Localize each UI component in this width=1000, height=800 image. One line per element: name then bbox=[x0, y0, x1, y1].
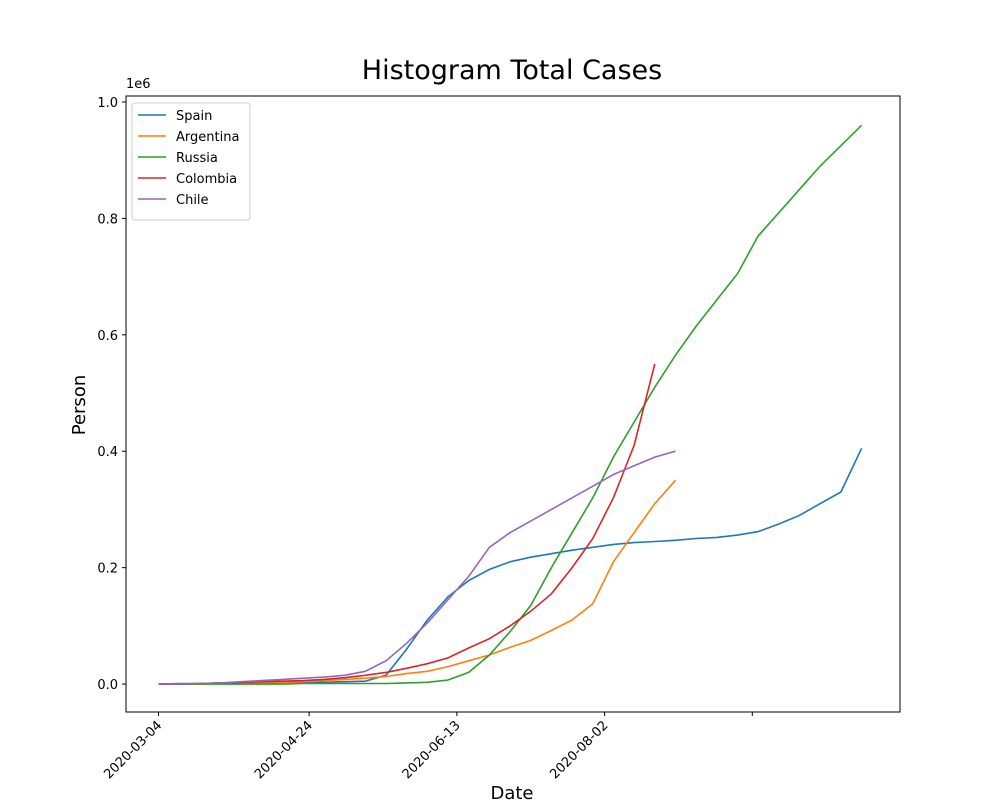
series-line bbox=[158, 363, 656, 685]
x-tick-label: 2020-08-02 bbox=[547, 718, 611, 782]
y-tick-label: 1.0 bbox=[97, 96, 118, 111]
series-line bbox=[158, 479, 677, 685]
legend-label: Russia bbox=[176, 151, 218, 166]
x-axis-label: Date bbox=[490, 783, 533, 800]
legend-label: Spain bbox=[176, 109, 212, 124]
y-offset-label: 1e6 bbox=[126, 77, 151, 92]
y-tick-label: 0.8 bbox=[97, 212, 118, 227]
y-tick-label: 0.0 bbox=[97, 678, 118, 693]
y-axis-label: Person bbox=[69, 375, 90, 436]
legend-label: Argentina bbox=[176, 130, 239, 145]
chart-title: Histogram Total Cases bbox=[362, 55, 662, 86]
legend-label: Colombia bbox=[176, 172, 237, 187]
legend-box bbox=[131, 102, 251, 221]
series-line bbox=[158, 450, 676, 685]
legend-label: Chile bbox=[176, 193, 209, 208]
y-tick-label: 0.6 bbox=[97, 329, 118, 344]
y-tick-label: 0.4 bbox=[97, 445, 118, 460]
x-tick-label: 2020-04-24 bbox=[252, 718, 316, 782]
plot-frame bbox=[125, 95, 901, 713]
series-line bbox=[158, 124, 863, 685]
y-tick-label: 0.2 bbox=[97, 562, 118, 577]
x-tick-label: 2020-06-13 bbox=[400, 718, 464, 782]
series-line bbox=[158, 447, 863, 685]
x-tick-label: 2020-03-04 bbox=[101, 718, 165, 782]
